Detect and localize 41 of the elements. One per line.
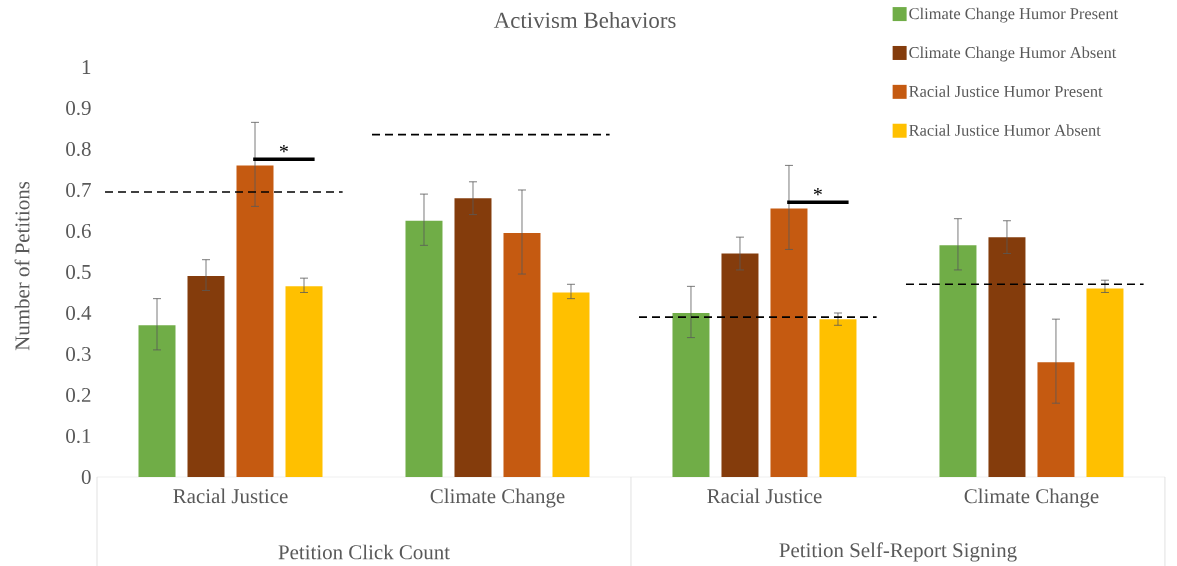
bar xyxy=(939,245,977,477)
x-tick-label: Climate Change xyxy=(964,488,1099,508)
bar xyxy=(770,208,808,477)
x-tick-label: Racial Justice xyxy=(173,488,288,504)
text: Petition Self-Report Signing xyxy=(779,542,1017,562)
y-tick-label: 0.7 xyxy=(66,182,91,197)
bar xyxy=(1086,288,1124,477)
legend-label: Climate Change Humor Present xyxy=(909,7,1119,23)
x-tick-label: Racial Justice xyxy=(707,488,822,504)
bar xyxy=(138,325,176,477)
bar xyxy=(503,232,541,477)
bar xyxy=(1037,362,1075,477)
chart-title: Activism Behaviors xyxy=(493,11,676,28)
bar xyxy=(187,275,225,477)
bar xyxy=(552,292,590,477)
bar xyxy=(988,236,1026,477)
annotation: * xyxy=(279,144,288,153)
y-tick-label: 0.1 xyxy=(66,428,91,443)
y-tick-label: 0.5 xyxy=(66,264,91,279)
y-tick-label: 0.4 xyxy=(66,305,92,320)
y-tick-label: 0.8 xyxy=(66,141,91,156)
bar xyxy=(454,198,492,477)
legend-label: Racial Justice Humor Absent xyxy=(909,124,1101,136)
bar xyxy=(819,318,857,477)
text: Petition Click Count xyxy=(278,544,450,560)
y-tick-label: 0.9 xyxy=(66,100,91,115)
y-axis-title: Number of Petitions xyxy=(14,181,30,351)
annotation: * xyxy=(813,187,822,196)
y-tick-label: 1 xyxy=(82,59,91,74)
legend-label: Racial Justice Humor Present xyxy=(909,85,1103,97)
bar xyxy=(236,165,274,477)
bar xyxy=(672,312,710,477)
legend-label: Climate Change Humor Absent xyxy=(909,46,1117,62)
bar xyxy=(721,253,759,477)
y-tick-label: 0.3 xyxy=(66,346,91,361)
y-tick-label: 0.2 xyxy=(66,387,91,402)
bar xyxy=(405,220,443,477)
y-tick-label: 0.6 xyxy=(66,223,91,238)
x-tick-label: Climate Change xyxy=(430,488,565,508)
y-tick-label: 0 xyxy=(81,469,91,484)
bar xyxy=(285,286,323,477)
